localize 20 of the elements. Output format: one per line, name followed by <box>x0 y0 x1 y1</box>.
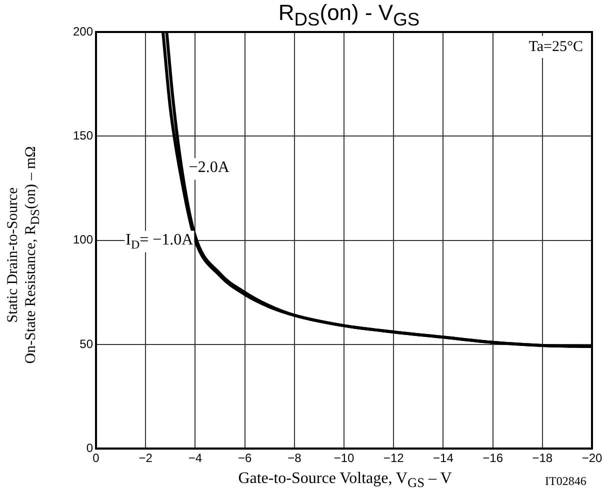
x-tick-label: −18 <box>532 451 553 466</box>
y-tick-label: 50 <box>80 336 94 351</box>
x-tick-label: −14 <box>433 451 454 466</box>
series-label: −2.0A <box>188 158 230 176</box>
y-tick-label: 150 <box>72 128 94 142</box>
x-tick-label: −16 <box>482 451 504 466</box>
y-tick-label: 200 <box>72 24 94 38</box>
x-tick-label: −20 <box>582 451 602 466</box>
chart-title: R$_{DS}$(on) - V$_{GS}$ <box>277 0 421 30</box>
y-tick-label: 0 <box>86 440 94 455</box>
x-tick-label: −4 <box>188 451 202 466</box>
y-tick-label: 100 <box>72 232 94 247</box>
x-tick-label: −6 <box>238 451 252 466</box>
text: IT02846 <box>545 474 586 489</box>
annotation: Ta=25°C <box>528 38 584 55</box>
x-tick-label: −8 <box>288 451 302 466</box>
x-tick-label: −10 <box>334 451 355 466</box>
x-tick-label: −12 <box>383 451 404 466</box>
x-axis-title: Gate-to-Source Voltage, V$_{GS}$ – V <box>237 470 453 492</box>
x-tick-label: −2 <box>138 451 153 466</box>
